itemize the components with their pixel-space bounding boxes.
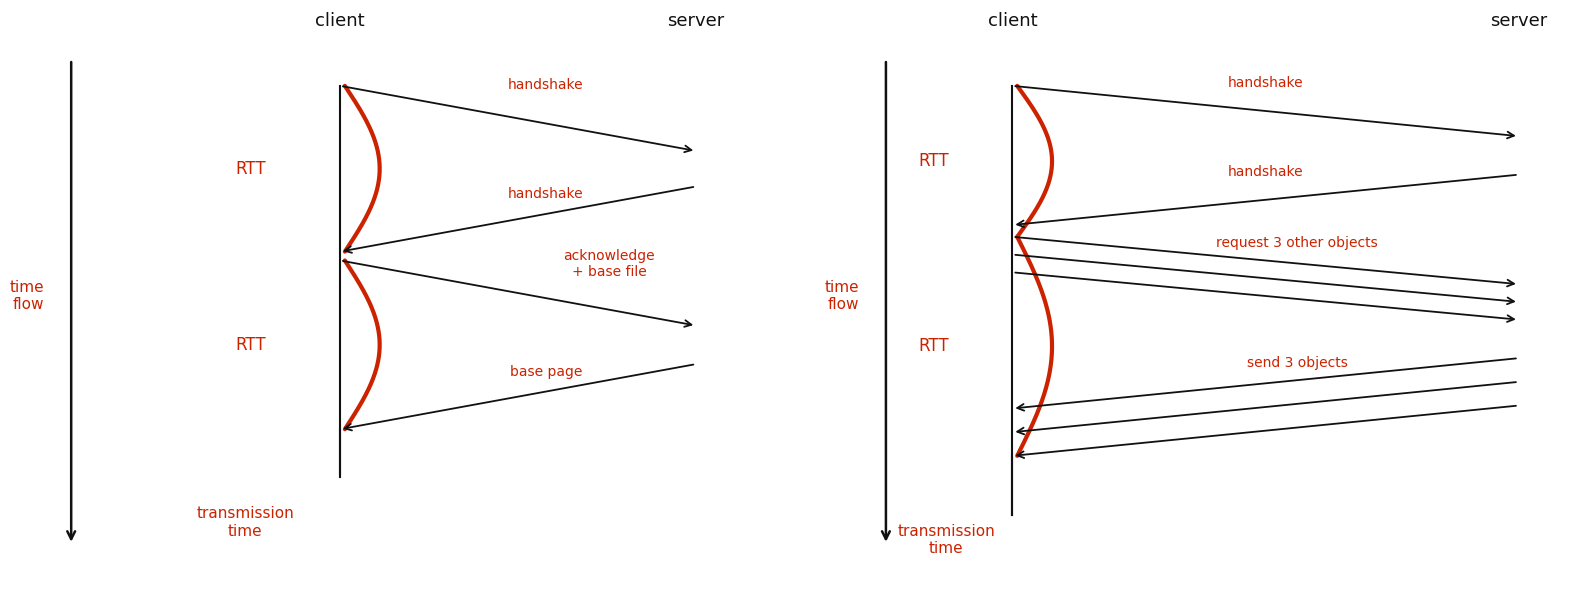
Text: time
flow: time flow: [824, 280, 859, 312]
Text: send 3 objects: send 3 objects: [1247, 356, 1348, 370]
Text: RTT: RTT: [236, 336, 266, 353]
Text: server: server: [1490, 12, 1547, 30]
Text: base page: base page: [509, 365, 582, 379]
Text: acknowledge
+ base file: acknowledge + base file: [563, 249, 655, 279]
Text: client: client: [315, 12, 365, 30]
Text: RTT: RTT: [919, 337, 949, 355]
Text: transmission
time: transmission time: [897, 524, 995, 556]
Text: RTT: RTT: [919, 152, 949, 170]
Text: server: server: [668, 12, 725, 30]
Text: RTT: RTT: [236, 160, 266, 178]
Text: handshake: handshake: [1228, 165, 1304, 179]
Text: handshake: handshake: [508, 187, 584, 201]
Text: handshake: handshake: [1228, 76, 1304, 90]
Text: transmission
time: transmission time: [196, 506, 294, 539]
Text: handshake: handshake: [508, 78, 584, 92]
Text: client: client: [987, 12, 1038, 30]
Text: request 3 other objects: request 3 other objects: [1217, 236, 1378, 250]
Text: time
flow: time flow: [9, 280, 44, 312]
